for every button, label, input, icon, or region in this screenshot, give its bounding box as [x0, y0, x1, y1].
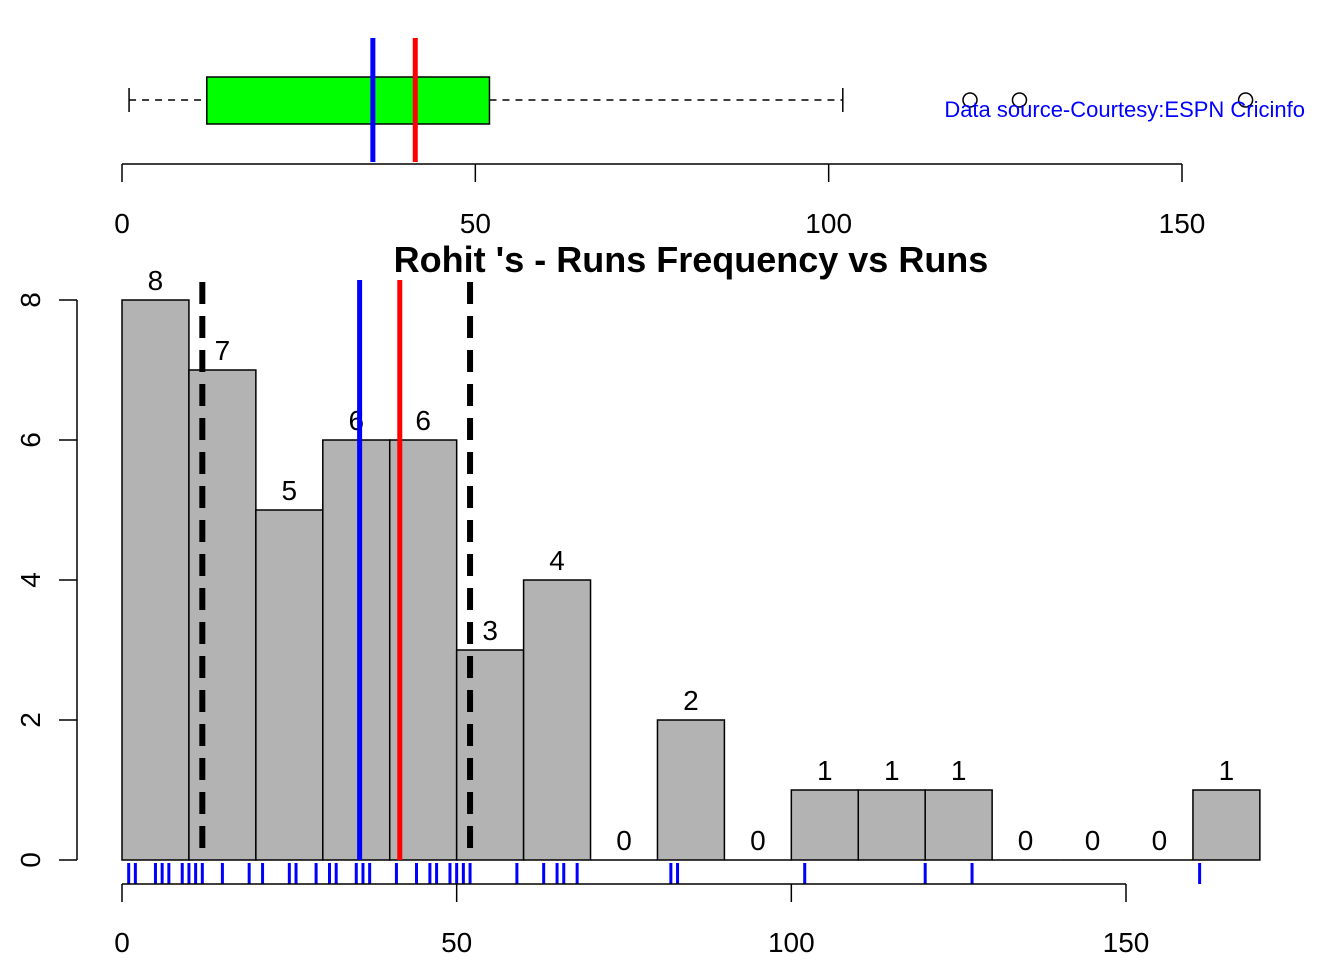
histogram-y-tick-label: 2 [15, 712, 46, 728]
histogram-count-label: 1 [1219, 755, 1235, 786]
histogram-count-label: 0 [1085, 825, 1101, 856]
histogram-count-label: 1 [951, 755, 967, 786]
histogram-count-label: 0 [1152, 825, 1168, 856]
histogram-count-label: 2 [683, 685, 699, 716]
boxplot-x-tick-label: 100 [805, 208, 852, 239]
boxplot-x-tick-label: 150 [1159, 208, 1206, 239]
histogram-bar [322, 439, 391, 861]
histogram-y-axis: 0 2 4 6 8 [15, 292, 78, 868]
outlier-point [1011, 92, 1028, 108]
data-source-annotation: Data source-Courtesy:ESPN Cricinfo [944, 97, 1305, 122]
histogram-bar [455, 649, 525, 861]
histogram-bar [790, 789, 860, 861]
histogram-x-axis: 0 50 100 150 [114, 883, 1150, 958]
histogram-rug [127, 863, 1202, 884]
histogram-bar [924, 789, 993, 861]
histogram-count-label: 8 [148, 265, 164, 296]
boxplot-x-tick-label: 0 [114, 208, 130, 239]
histogram-count-label: 0 [1018, 825, 1034, 856]
histogram-reference-lines [199, 280, 474, 860]
histogram-count-label: 0 [750, 825, 766, 856]
histogram-x-tick-label: 50 [441, 927, 472, 958]
boxplot-x-tick-label: 50 [460, 208, 491, 239]
histogram-count-label: 7 [215, 335, 231, 366]
histogram-bar [1192, 789, 1261, 861]
histogram-count-label: 5 [282, 475, 298, 506]
outlier-point [962, 92, 978, 108]
histogram-bar [656, 719, 726, 861]
histogram-count-label: 6 [415, 405, 431, 436]
boxplot-marks [128, 38, 1254, 162]
histogram-bar [188, 369, 257, 861]
histogram-y-tick-label: 8 [15, 292, 46, 308]
histogram-bar [255, 509, 324, 861]
histogram-bar [121, 299, 190, 861]
histogram-bars [121, 299, 1261, 861]
histogram-x-tick-label: 0 [114, 927, 130, 958]
histogram-panel: Rohit 's - Runs Frequency vs Runs 8 7 5 6 6 3… [15, 239, 1261, 958]
histogram-count-label: 0 [616, 825, 632, 856]
outlier-point [1237, 92, 1254, 108]
histogram-y-tick-label: 6 [15, 432, 46, 448]
histogram-count-label: 3 [482, 615, 498, 646]
histogram-count-label: 1 [817, 755, 833, 786]
histogram-count-label: 1 [884, 755, 900, 786]
histogram-x-tick-label: 100 [768, 927, 815, 958]
histogram-y-tick-label: 4 [15, 572, 46, 588]
histogram-count-label: 4 [549, 545, 565, 576]
boxplot-x-axis: 0 50 100 150 [114, 163, 1206, 239]
chart-title: Rohit 's - Runs Frequency vs Runs [394, 239, 989, 280]
histogram-x-tick-label: 150 [1103, 927, 1150, 958]
histogram-y-tick-label: 0 [15, 852, 46, 868]
histogram-bar [522, 579, 592, 861]
boxplot-panel: 0 50 100 150 Data source-Courtesy:ESPN Cric… [114, 38, 1305, 239]
histogram-bar [857, 789, 926, 861]
iqr-box [206, 76, 491, 125]
